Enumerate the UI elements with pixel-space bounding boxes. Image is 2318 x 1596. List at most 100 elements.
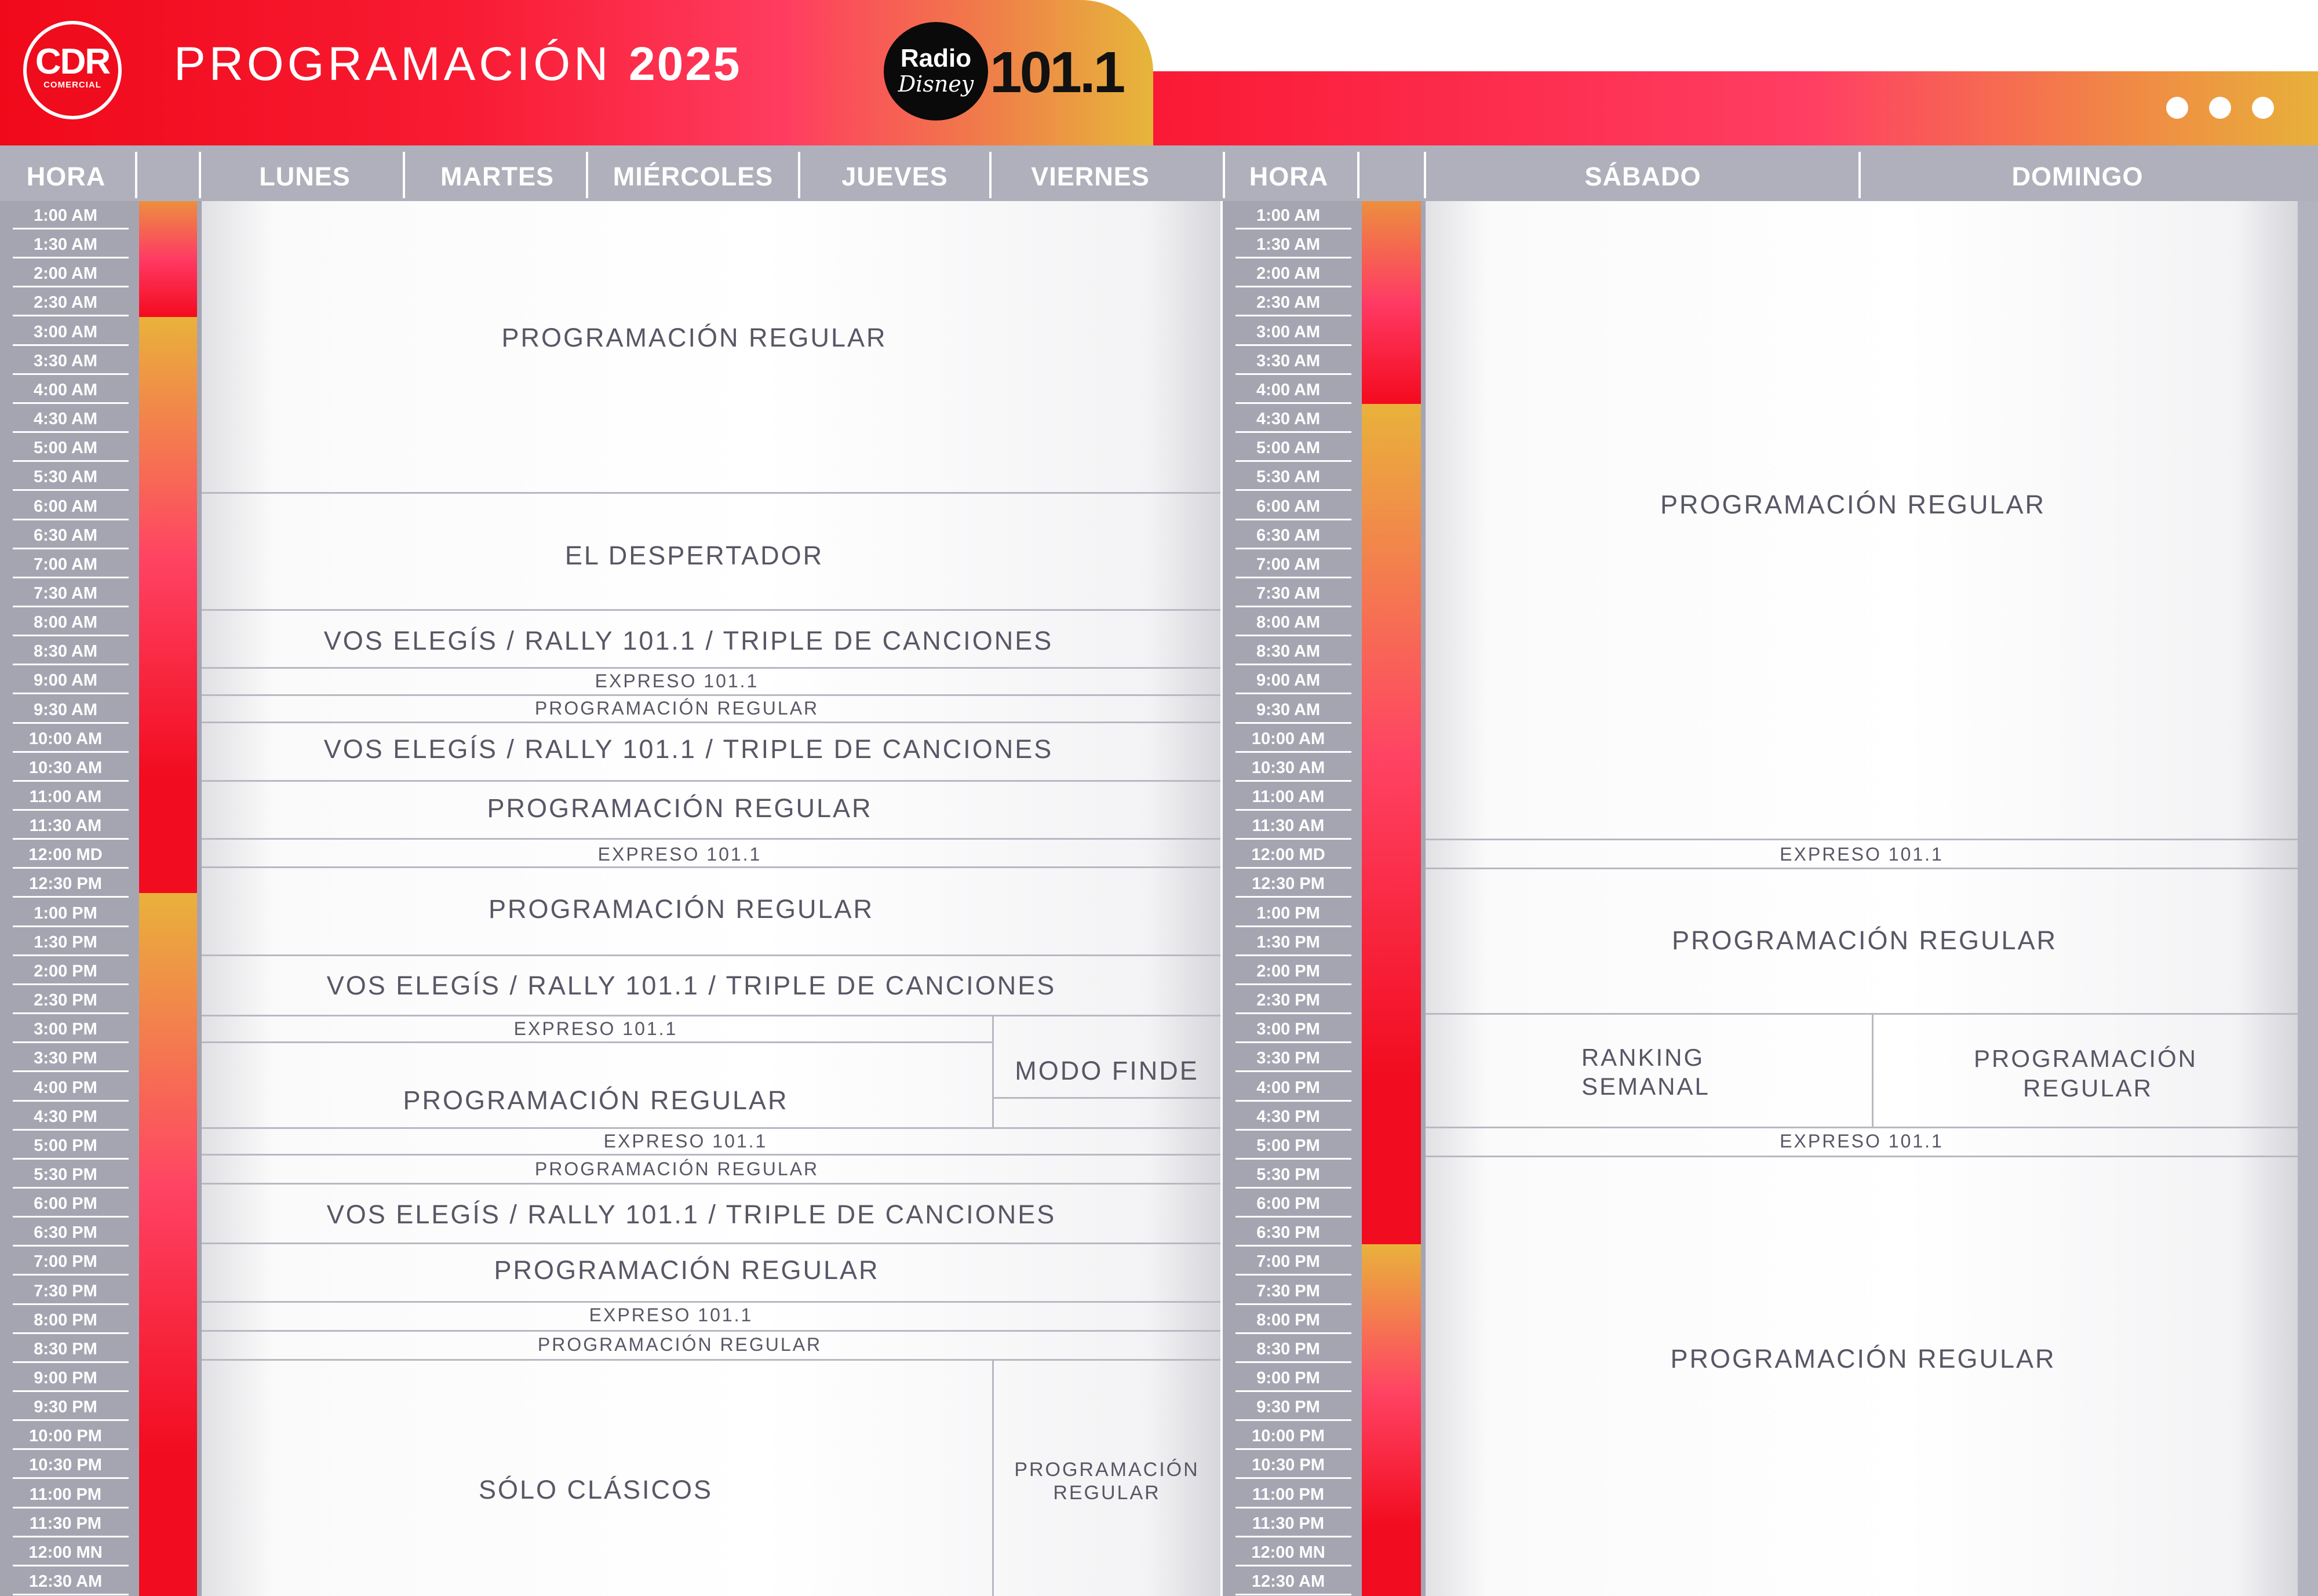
block-divider (1426, 1127, 2298, 1128)
program-block: VOS ELEGÍS / RALLY 101.1 / TRIPLE DE CAN… (326, 1200, 1056, 1229)
time-label: 6:30 AM (33, 526, 98, 545)
time-rule (13, 460, 129, 462)
time-label: 1:00 PM (1256, 903, 1320, 923)
time-label: 6:30 PM (34, 1223, 97, 1242)
time-rule (1235, 1012, 1351, 1015)
time-rule (13, 1041, 129, 1044)
column-hora-weekend: HORA (1249, 162, 1329, 191)
time-rule (1235, 1099, 1351, 1102)
time-rule (13, 344, 129, 346)
time-label: 2:30 PM (1256, 991, 1320, 1010)
column-divider (1858, 152, 1861, 198)
time-column-weekend: 1:00 AM 1:30 AM 2:00 AM 2:30 AM 3:00 AM 3:30 … (1223, 201, 1357, 1596)
time-label: 12:30 AM (28, 1572, 103, 1591)
time-label: 3:00 AM (1256, 322, 1321, 341)
page-title: PROGRAMACIÓN (174, 38, 612, 90)
time-rule (1235, 1245, 1351, 1247)
time-label: 5:30 PM (34, 1165, 97, 1184)
time-label: 1:30 AM (33, 235, 98, 254)
block-divider (1426, 1013, 2298, 1015)
column-divider (1223, 152, 1225, 198)
time-rule (13, 635, 129, 637)
time-rule (1235, 315, 1351, 317)
program-block: VOS ELEGÍS / RALLY 101.1 / TRIPLE DE CAN… (323, 626, 1054, 655)
column-jueves: JUEVES (841, 162, 948, 191)
time-label: 9:00 PM (1256, 1369, 1320, 1387)
time-label: 1:00 AM (33, 206, 98, 225)
time-rule (13, 693, 129, 695)
time-rule (1235, 344, 1351, 346)
time-rule (1235, 1594, 1351, 1596)
column-divider (1424, 152, 1426, 198)
time-label: 10:00 PM (29, 1427, 102, 1446)
time-rule (1235, 635, 1351, 637)
gray-spacer (1357, 201, 1362, 1596)
time-label: 9:00 AM (33, 671, 98, 690)
weekend-divider (1872, 1013, 1874, 1128)
time-rule (1235, 1157, 1351, 1160)
time-label: 7:30 PM (34, 1281, 97, 1300)
block-divider (1426, 868, 2298, 869)
time-label: 7:00 PM (1256, 1252, 1320, 1271)
column-divider (403, 152, 405, 198)
time-rule (13, 983, 129, 985)
time-rule (13, 402, 129, 404)
cdr-logo-text: CDR (35, 42, 111, 82)
time-label: 2:30 AM (33, 293, 98, 312)
weekend-schedule-panel: PROGRAMACIÓN REGULAR EXPRESO 101.1 PROGR… (1426, 201, 2298, 1596)
time-label: 12:00 MD (28, 846, 103, 865)
column-miercoles: MIÉRCOLES (613, 162, 774, 191)
time-label: 8:00 AM (33, 613, 98, 632)
program-block: PROGRAMACIÓN REGULAR (403, 1085, 789, 1115)
time-label: 9:30 AM (33, 700, 98, 719)
time-label: 8:30 AM (1256, 642, 1321, 661)
time-rule (1235, 779, 1351, 782)
time-rule (13, 1245, 129, 1247)
time-rule (1235, 1390, 1351, 1392)
program-block: EXPRESO 101.1 (1780, 844, 1944, 865)
block-divider (202, 1127, 1220, 1129)
time-label: 3:00 AM (33, 322, 98, 341)
time-label: 5:00 AM (33, 439, 98, 458)
time-rule (13, 1535, 129, 1537)
time-rule (13, 1419, 129, 1422)
time-rule (1235, 1128, 1351, 1131)
time-rule (13, 809, 129, 811)
time-label: 3:00 PM (1256, 1020, 1320, 1039)
friday-divider (992, 1015, 994, 1128)
time-label: 3:00 PM (34, 1020, 97, 1039)
time-rule (13, 373, 129, 375)
time-rule (13, 1274, 129, 1276)
time-label: 5:30 AM (1256, 468, 1321, 487)
time-rule (13, 750, 129, 753)
time-rule (13, 1506, 129, 1508)
program-block: SÓLO CLÁSICOS (478, 1475, 713, 1504)
window-dot-icon (2252, 97, 2274, 119)
time-rule (13, 896, 129, 898)
time-label: 8:30 AM (33, 642, 98, 661)
time-rule (13, 1303, 129, 1305)
time-label: 6:00 PM (1256, 1194, 1320, 1214)
time-label: 4:30 AM (1256, 410, 1321, 429)
program-block: PROGRAMACIÓN REGULAR (501, 323, 887, 352)
program-block-sunday: REGULAR (2022, 1074, 2153, 1102)
time-rule (13, 664, 129, 666)
time-label: 3:30 PM (34, 1049, 97, 1068)
time-label: 7:00 AM (33, 555, 98, 574)
time-rule (13, 576, 129, 578)
time-rule (13, 1070, 129, 1073)
column-sabado: SÁBADO (1584, 162, 1701, 191)
right-edge-band (2298, 201, 2318, 1596)
block-divider (202, 694, 1220, 696)
time-rule (13, 1361, 129, 1363)
time-rule (13, 1594, 129, 1596)
time-label: 5:00 PM (1256, 1136, 1320, 1155)
time-rule (13, 1128, 129, 1131)
program-block-friday: PROGRAMACIÓN (1014, 1459, 1200, 1481)
color-bar (139, 893, 197, 1596)
time-rule (1235, 1216, 1351, 1218)
time-rule (1235, 1535, 1351, 1537)
time-column-weekday: 1:00 AM 1:30 AM 2:00 AM 2:30 AM 3:00 AM 3:30 … (0, 201, 134, 1596)
time-rule (1235, 925, 1351, 927)
time-rule (13, 1564, 129, 1566)
